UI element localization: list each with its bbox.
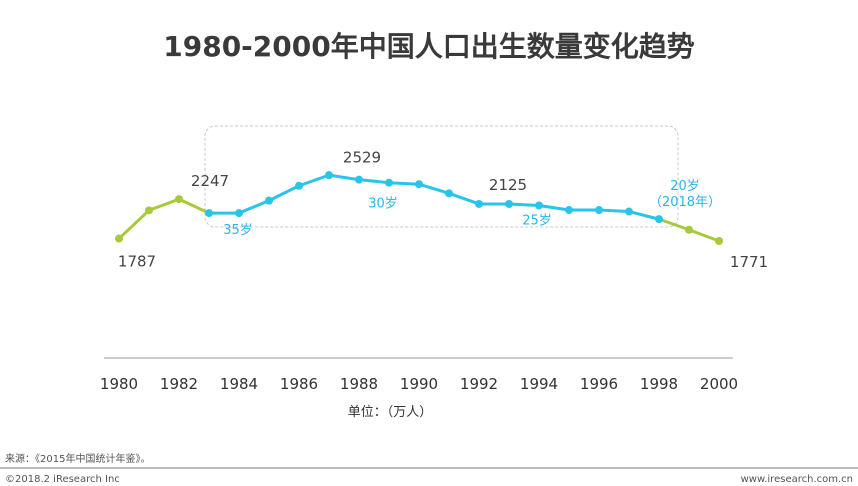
value-label-1988: 2529: [343, 149, 381, 167]
value-labels: 1787 2247 2529 2125 1771: [118, 149, 768, 271]
line-segment-1998-1999: [657, 217, 691, 232]
unit-label: 单位：（万人）: [348, 405, 433, 420]
data-point-2000: [715, 236, 723, 245]
chart-title: 1980-2000年中国人口出生数量变化趋势: [163, 30, 694, 63]
value-label-1993: 2125: [489, 176, 527, 194]
age-label-0: 35岁: [223, 223, 253, 238]
x-tick-1982: 1982: [160, 375, 198, 393]
line-segment-1981-1982: [147, 197, 181, 212]
series-points: [115, 171, 723, 245]
value-label-2000: 1771: [730, 253, 768, 271]
line-segment-1982-1983: [177, 197, 211, 215]
x-tick-1994: 1994: [520, 375, 558, 393]
x-tick-2000: 2000: [700, 375, 738, 393]
data-point-1998: [655, 215, 663, 224]
data-point-1980: [115, 234, 123, 243]
line-segment-1999-2000: [687, 228, 721, 243]
data-point-1989: [385, 178, 393, 187]
data-point-1981: [145, 206, 153, 215]
line-segment-1997-1998: [627, 210, 661, 221]
data-point-1985: [265, 196, 273, 205]
x-tick-1988: 1988: [340, 375, 378, 393]
value-label-1983: 2247: [191, 172, 229, 190]
data-point-1997: [625, 207, 633, 216]
series-lines: [117, 173, 721, 243]
data-point-1988: [355, 175, 363, 184]
x-tick-1990: 1990: [400, 375, 438, 393]
data-point-1986: [295, 181, 303, 190]
line-segment-1991-1992: [447, 191, 481, 206]
age-labels: 35岁 30岁 25岁 20岁（2018年）: [223, 179, 721, 238]
data-point-1990: [415, 180, 423, 189]
line-segment-1989-1990: [387, 181, 421, 186]
line-segment-1990-1991: [417, 182, 451, 195]
value-label-1980: 1787: [118, 253, 156, 271]
line-segment-1993-1994: [507, 202, 541, 207]
x-tick-1992: 1992: [460, 375, 498, 393]
data-point-1987: [325, 171, 333, 180]
x-tick-labels: 1980 1982 1984 1986 1988 1990 1992 1994 1996 1998…: [100, 375, 738, 393]
x-tick-1986: 1986: [280, 375, 318, 393]
x-tick-1984: 1984: [220, 375, 258, 393]
line-segment-1986-1987: [297, 173, 331, 188]
x-tick-1980: 1980: [100, 375, 138, 393]
line-segment-1984-1985: [237, 199, 271, 215]
data-point-1999: [685, 225, 693, 234]
data-point-1982: [175, 195, 183, 204]
x-tick-1998: 1998: [640, 375, 678, 393]
line-segment-1987-1988: [327, 173, 361, 182]
data-point-1994: [535, 201, 543, 210]
data-point-1993: [505, 199, 513, 208]
highlight-range-box: [204, 125, 679, 228]
x-tick-1996: 1996: [580, 375, 618, 393]
age-label-2: 25岁: [522, 213, 552, 228]
data-point-1984: [235, 209, 243, 218]
age-label-1: 30岁: [368, 197, 398, 212]
line-segment-1994-1995: [537, 203, 571, 212]
source-note: 来源：《2015年中国统计年鉴》。: [5, 452, 150, 465]
data-point-1995: [565, 206, 573, 215]
data-point-1992: [475, 199, 483, 208]
age-label-4: （2018年）: [649, 195, 721, 210]
line-segment-1985-1986: [267, 184, 301, 203]
data-point-1996: [595, 206, 603, 215]
data-point-1983: [205, 209, 213, 218]
line-segment-1988-1989: [357, 178, 391, 185]
data-point-1991: [445, 189, 453, 198]
line-segment-1980-1981: [117, 208, 151, 241]
website-link[interactable]: www.iresearch.com.cn: [741, 474, 853, 485]
line-segment-1996-1997: [597, 208, 631, 214]
age-label-3: 20岁: [670, 179, 700, 194]
copyright: ©2018.2 iResearch Inc: [5, 474, 120, 485]
